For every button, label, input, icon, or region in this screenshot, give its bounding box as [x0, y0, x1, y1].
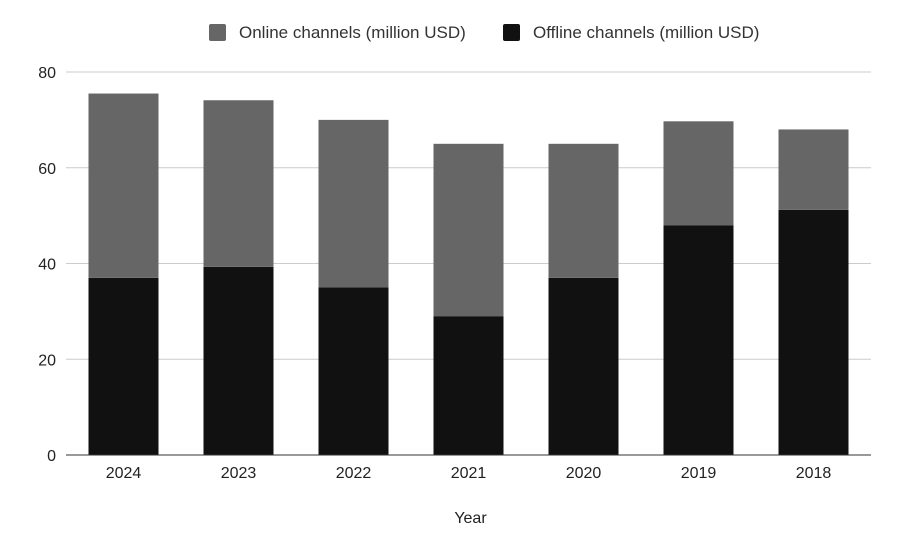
- bar-offline-2019: [663, 225, 734, 455]
- x-tick-label: 2021: [451, 465, 487, 482]
- bar-offline-2021: [433, 316, 504, 455]
- legend-label: Online channels (million USD): [239, 23, 466, 42]
- x-tick-label: 2022: [336, 465, 372, 482]
- legend-swatch: [209, 24, 226, 41]
- bar-online-2019: [663, 121, 734, 226]
- y-axis-ticks: 0 20 40 60 80: [38, 65, 56, 465]
- x-tick-label: 2020: [566, 465, 602, 482]
- legend: Online channels (million USD) Offline cha…: [209, 23, 759, 42]
- x-tick-label: 2024: [106, 465, 142, 482]
- bar-online-2018: [778, 129, 849, 210]
- y-tick-label: 60: [38, 161, 56, 178]
- bar-online-2023: [203, 100, 274, 267]
- bar-offline-2018: [778, 209, 849, 455]
- bar-offline-2020: [548, 277, 619, 455]
- x-tick-label: 2023: [221, 465, 257, 482]
- x-tick-label: 2019: [681, 465, 717, 482]
- y-tick-label: 40: [38, 257, 56, 274]
- x-axis-title: Year: [454, 510, 487, 527]
- bar-online-2022: [318, 119, 389, 288]
- bar-offline-2022: [318, 287, 389, 455]
- legend-swatch: [503, 24, 520, 41]
- y-tick-label: 20: [38, 352, 56, 369]
- y-tick-label: 80: [38, 65, 56, 82]
- legend-label: Offline channels (million USD): [533, 23, 759, 42]
- bar-online-2021: [433, 143, 504, 317]
- x-axis-ticks: 2024 2023 2022 2021 2020 2019 2018: [106, 465, 832, 482]
- bar-online-2024: [88, 93, 159, 278]
- y-tick-label: 0: [47, 448, 56, 465]
- bars: [88, 93, 849, 455]
- bar-offline-2024: [88, 277, 159, 455]
- bar-online-2020: [548, 143, 619, 278]
- x-tick-label: 2018: [796, 465, 832, 482]
- bar-offline-2023: [203, 266, 274, 455]
